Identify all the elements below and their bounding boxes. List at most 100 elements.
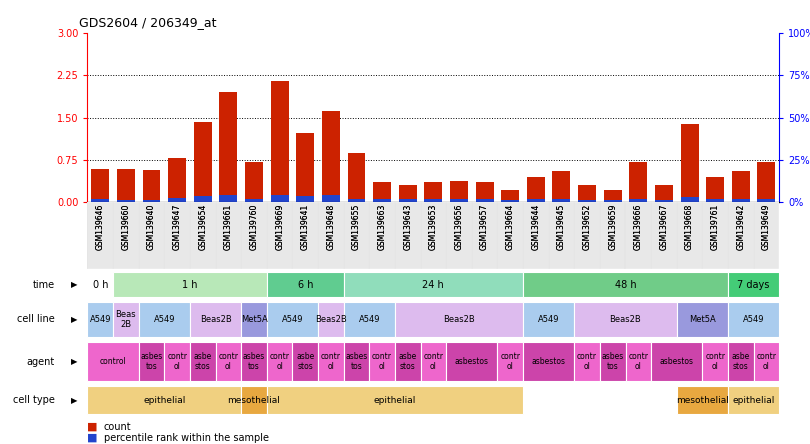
Text: asbes
tos: asbes tos xyxy=(345,352,368,371)
Bar xyxy=(369,202,395,269)
Bar xyxy=(266,202,292,269)
Text: A549: A549 xyxy=(154,315,175,324)
Text: Beas2B: Beas2B xyxy=(443,315,475,324)
Bar xyxy=(603,200,621,202)
Bar xyxy=(753,202,779,269)
Bar xyxy=(552,171,570,202)
Text: mesothelial: mesothelial xyxy=(228,396,280,404)
Bar xyxy=(139,342,164,381)
Bar xyxy=(395,342,420,381)
Bar xyxy=(680,124,698,202)
Text: GSM139761: GSM139761 xyxy=(710,204,719,250)
Text: GSM139643: GSM139643 xyxy=(403,204,412,250)
Text: GSM139666: GSM139666 xyxy=(633,204,643,250)
Bar xyxy=(420,202,446,269)
Bar xyxy=(676,302,728,337)
Text: GSM139664: GSM139664 xyxy=(505,204,514,250)
Text: agent: agent xyxy=(27,357,55,367)
Bar xyxy=(347,153,365,202)
Bar xyxy=(574,342,600,381)
Bar xyxy=(113,272,266,297)
Text: GSM139668: GSM139668 xyxy=(685,204,694,250)
Text: asbestos: asbestos xyxy=(531,357,565,366)
Bar xyxy=(113,302,139,337)
Bar xyxy=(241,302,266,337)
Bar xyxy=(168,198,186,202)
Text: GSM139652: GSM139652 xyxy=(582,204,591,250)
Bar xyxy=(395,202,420,269)
Bar xyxy=(651,342,702,381)
Text: GSM139659: GSM139659 xyxy=(608,204,617,250)
Bar xyxy=(475,182,493,202)
Bar xyxy=(399,185,416,202)
Text: GSM139648: GSM139648 xyxy=(326,204,335,250)
Bar xyxy=(87,202,113,269)
Bar xyxy=(523,202,548,269)
Text: cell line: cell line xyxy=(17,314,55,325)
Text: GSM139649: GSM139649 xyxy=(762,204,771,250)
Bar xyxy=(322,111,340,202)
Bar xyxy=(399,199,416,202)
Text: A549: A549 xyxy=(282,315,303,324)
Bar xyxy=(728,272,779,297)
Bar xyxy=(446,342,497,381)
Bar xyxy=(318,302,343,337)
Text: GSM139644: GSM139644 xyxy=(531,204,540,250)
Bar xyxy=(731,171,750,202)
Bar xyxy=(731,198,750,202)
Bar xyxy=(266,272,343,297)
Text: asbe
stos: asbe stos xyxy=(399,352,417,371)
Bar xyxy=(343,342,369,381)
Text: contr
ol: contr ol xyxy=(501,352,520,371)
Text: GSM139655: GSM139655 xyxy=(352,204,361,250)
Text: GSM139649: GSM139649 xyxy=(762,204,771,250)
Bar xyxy=(578,200,596,202)
Bar xyxy=(680,197,698,202)
Bar xyxy=(245,162,263,202)
Text: 7 days: 7 days xyxy=(737,280,770,289)
Text: GSM139660: GSM139660 xyxy=(122,204,130,250)
Bar xyxy=(702,202,728,269)
Bar xyxy=(600,342,625,381)
Text: GSM139664: GSM139664 xyxy=(505,204,514,250)
Text: 48 h: 48 h xyxy=(615,280,637,289)
Text: GSM139663: GSM139663 xyxy=(377,204,386,250)
Bar xyxy=(190,342,215,381)
Text: GSM139645: GSM139645 xyxy=(557,204,566,250)
Text: contr
ol: contr ol xyxy=(424,352,443,371)
Text: GSM139659: GSM139659 xyxy=(608,204,617,250)
Bar xyxy=(625,342,651,381)
Text: GSM139640: GSM139640 xyxy=(147,204,156,250)
Bar xyxy=(92,170,109,202)
Bar xyxy=(266,386,523,414)
Bar xyxy=(343,272,523,297)
Text: GSM139644: GSM139644 xyxy=(531,204,540,250)
Text: ■: ■ xyxy=(87,422,98,432)
Bar xyxy=(373,199,391,202)
Bar xyxy=(651,202,676,269)
Bar xyxy=(87,342,139,381)
Text: contr
ol: contr ol xyxy=(167,352,187,371)
Bar xyxy=(194,196,211,202)
Bar xyxy=(501,200,519,202)
Bar xyxy=(706,177,724,202)
Bar xyxy=(266,342,292,381)
Bar xyxy=(271,195,288,202)
Bar xyxy=(347,198,365,202)
Text: asbe
stos: asbe stos xyxy=(194,352,212,371)
Text: GSM139646: GSM139646 xyxy=(96,204,104,250)
Bar xyxy=(728,202,753,269)
Bar xyxy=(497,342,523,381)
Text: GSM139669: GSM139669 xyxy=(275,204,284,250)
Text: GSM139663: GSM139663 xyxy=(377,204,386,250)
Bar xyxy=(266,302,318,337)
Text: ▶: ▶ xyxy=(71,396,78,404)
Bar xyxy=(87,302,113,337)
Text: asbes
tos: asbes tos xyxy=(140,352,163,371)
Text: GSM139642: GSM139642 xyxy=(736,204,745,250)
Text: time: time xyxy=(33,280,55,289)
Text: asbestos: asbestos xyxy=(454,357,488,366)
Bar xyxy=(318,342,343,381)
Text: Beas2B: Beas2B xyxy=(200,315,232,324)
Bar xyxy=(475,199,493,202)
